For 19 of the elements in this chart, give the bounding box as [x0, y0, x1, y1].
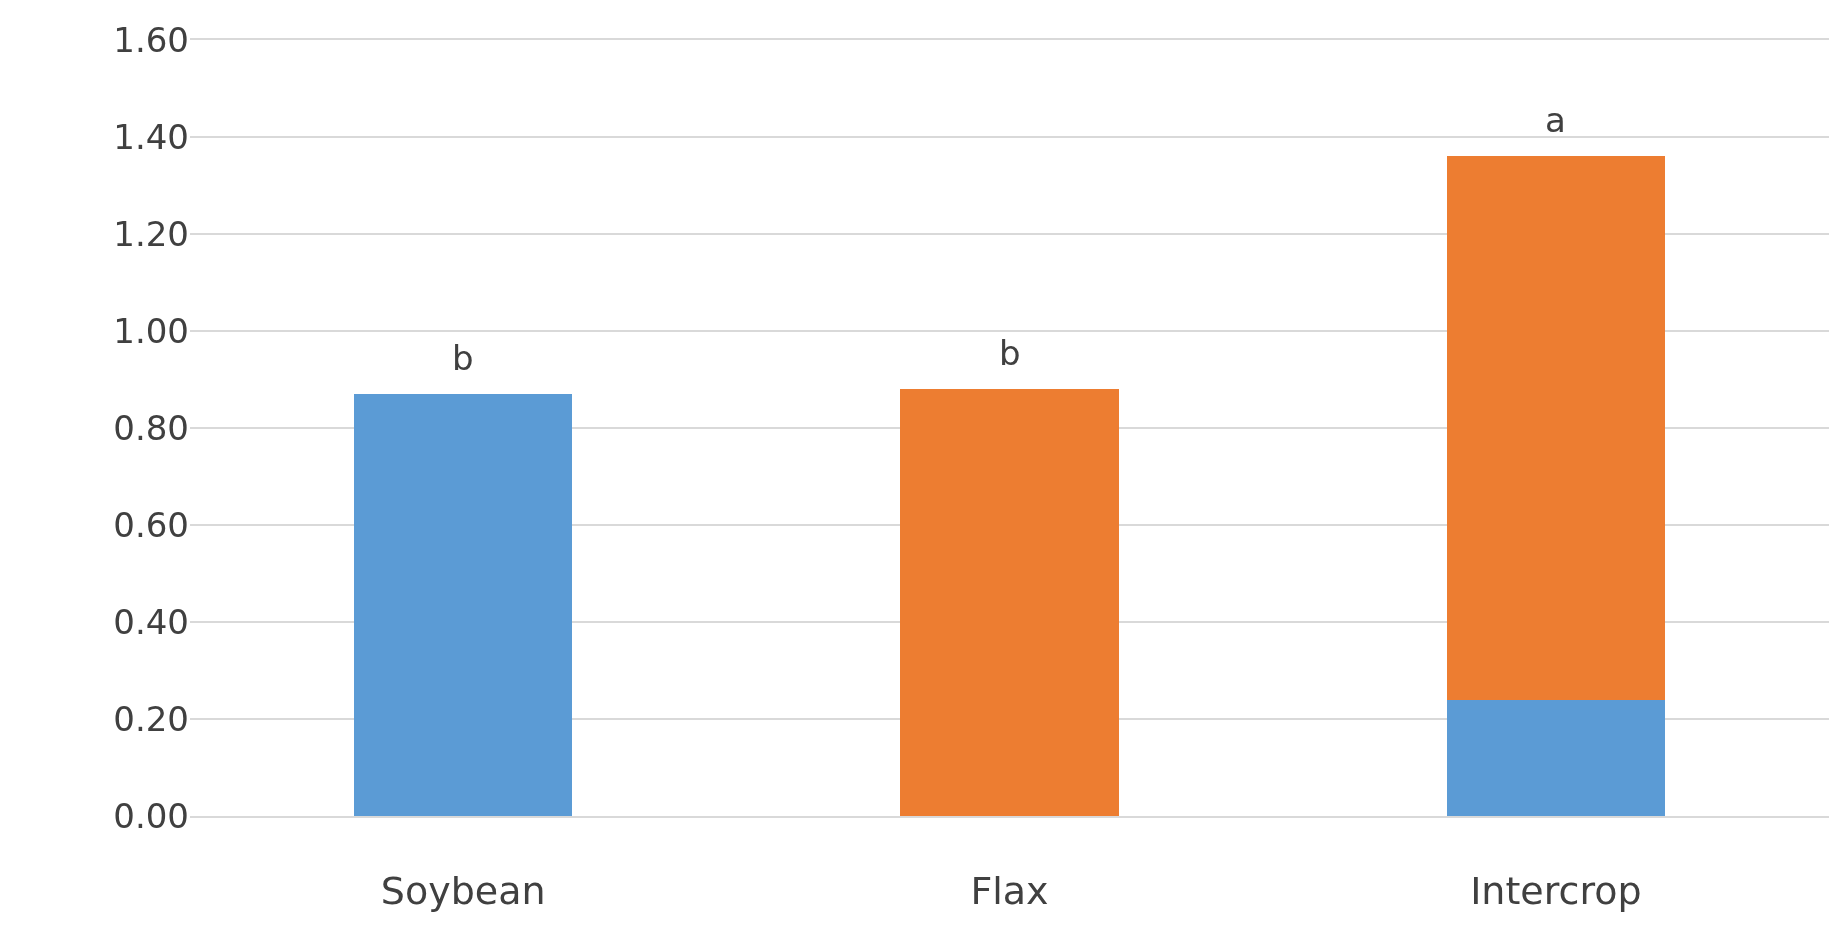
y-tick-label: 0.00: [113, 795, 189, 836]
y-tick-label: 0.80: [113, 407, 189, 448]
annotation: a: [1545, 100, 1566, 140]
x-tick-label: Flax: [970, 868, 1049, 913]
y-tick-label: 0.40: [113, 601, 189, 642]
bar: [900, 389, 1119, 816]
y-tick-label: 1.00: [113, 310, 189, 351]
x-tick-label: Soybean: [380, 868, 546, 913]
y-tick-label: 1.60: [113, 19, 189, 60]
annotation: b: [999, 333, 1021, 373]
y-tick-label: 1.20: [113, 213, 189, 254]
y-tick-label: 0.60: [113, 504, 189, 545]
bar: [1446, 699, 1666, 816]
x-tick-label: Intercrop: [1470, 868, 1642, 913]
bar: [353, 394, 573, 816]
bar: [1446, 156, 1666, 700]
annotation: b: [452, 338, 474, 378]
y-tick-label: 0.20: [113, 698, 189, 739]
y-tick-label: 1.40: [113, 116, 189, 157]
